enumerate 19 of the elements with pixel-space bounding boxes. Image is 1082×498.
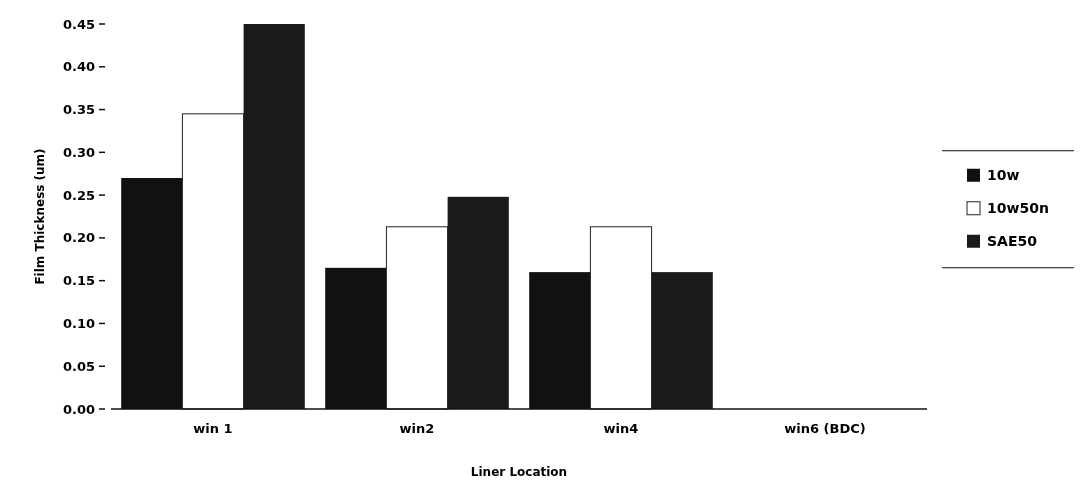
y-tick-label: 0.00: [62, 401, 95, 417]
y-tick-label: 0.05: [62, 358, 95, 374]
y-axis-title: Film Thickness (um): [33, 148, 47, 285]
x-tick-label: win6 (BDC): [784, 421, 866, 436]
y-tick-label: 0.40: [62, 59, 95, 75]
x-tick-label: win2: [399, 421, 435, 436]
y-tick-label: 0.45: [62, 16, 95, 32]
legend-label: 10w: [987, 166, 1020, 183]
y-tick-label: 0.30: [62, 144, 95, 160]
y-tick-label: 0.25: [62, 187, 95, 203]
y-tick-label: 0.15: [62, 273, 95, 289]
x-axis-title: Liner Location: [470, 465, 568, 479]
y-tick-label: 0.35: [62, 102, 95, 118]
y-tick-label: 0.20: [62, 230, 95, 246]
legend-label: SAE50: [987, 232, 1038, 249]
legend-label: 10w50n: [987, 199, 1049, 216]
x-tick-label: win4: [603, 421, 639, 436]
x-tick-label: win 1: [193, 421, 233, 436]
y-tick-label: 0.10: [62, 315, 95, 331]
